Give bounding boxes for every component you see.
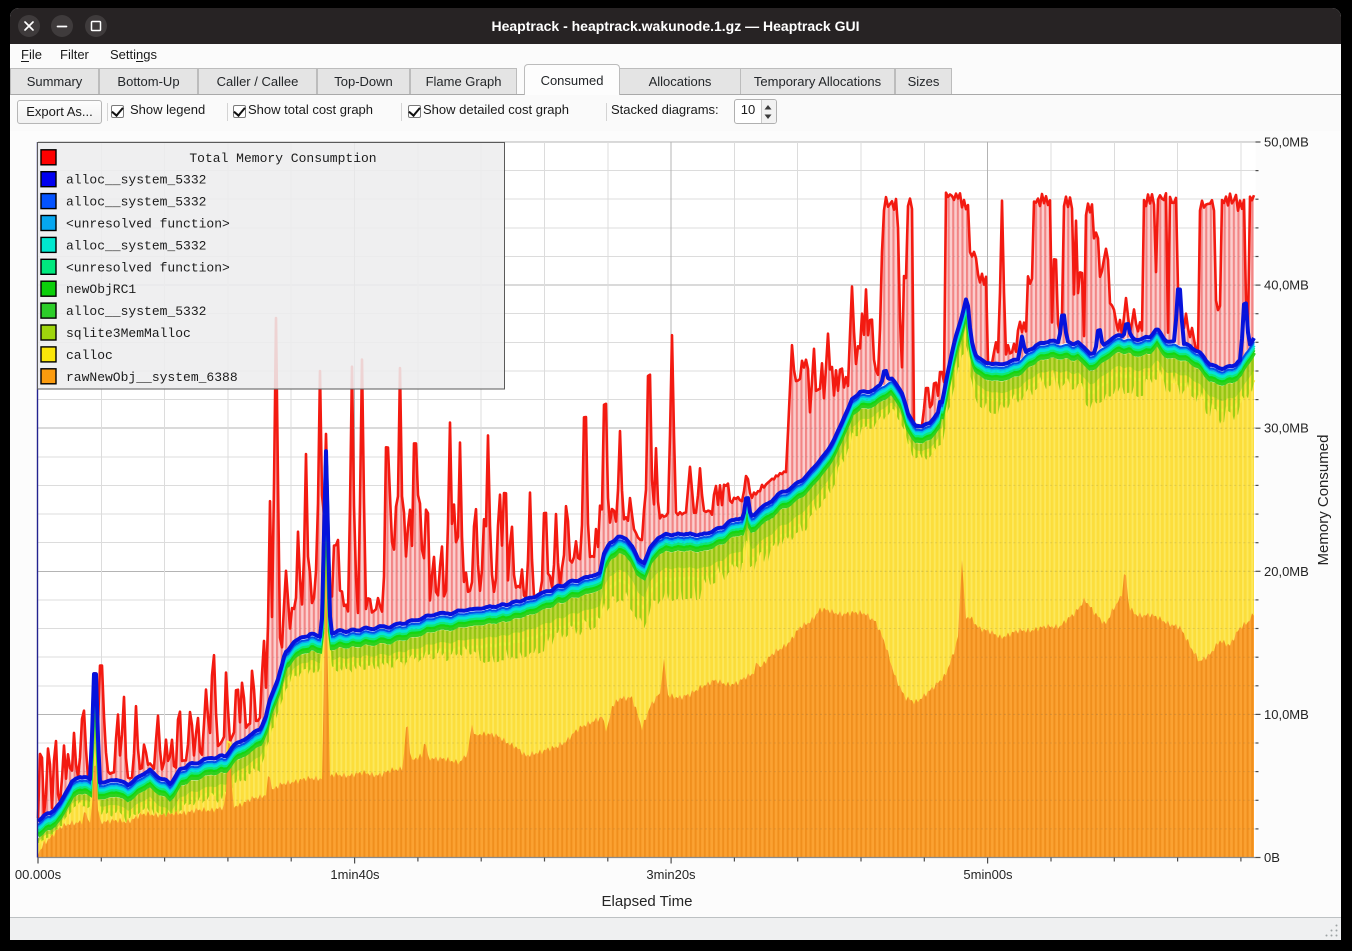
svg-text:<unresolved function>: <unresolved function>	[66, 217, 230, 232]
svg-text:30,0MB: 30,0MB	[1264, 421, 1309, 436]
svg-text:newObjRC1: newObjRC1	[66, 282, 136, 297]
svg-text:10,0MB: 10,0MB	[1264, 707, 1309, 722]
svg-text:sqlite3MemMalloc: sqlite3MemMalloc	[66, 326, 191, 341]
svg-text:50,0MB: 50,0MB	[1264, 135, 1309, 150]
svg-text:0B: 0B	[1264, 850, 1280, 865]
svg-text:40,0MB: 40,0MB	[1264, 278, 1309, 293]
svg-text:<unresolved function>: <unresolved function>	[66, 260, 230, 275]
svg-text:1min40s: 1min40s	[330, 867, 380, 882]
svg-text:Total Memory Consumption: Total Memory Consumption	[189, 151, 376, 166]
svg-text:20,0MB: 20,0MB	[1264, 564, 1309, 579]
svg-text:3min20s: 3min20s	[646, 867, 696, 882]
svg-text:alloc__system_5332: alloc__system_5332	[66, 238, 206, 253]
svg-text:alloc__system_5332: alloc__system_5332	[66, 195, 206, 210]
svg-text:00.000s: 00.000s	[15, 867, 62, 882]
svg-text:Elapsed Time: Elapsed Time	[602, 893, 693, 910]
svg-text:rawNewObj__system_6388: rawNewObj__system_6388	[66, 370, 238, 385]
svg-text:alloc__system_5332: alloc__system_5332	[66, 304, 206, 319]
svg-text:calloc: calloc	[66, 348, 113, 363]
svg-text:alloc__system_5332: alloc__system_5332	[66, 173, 206, 188]
svg-text:5min00s: 5min00s	[963, 867, 1013, 882]
svg-text:Memory Consumed: Memory Consumed	[1315, 435, 1332, 566]
